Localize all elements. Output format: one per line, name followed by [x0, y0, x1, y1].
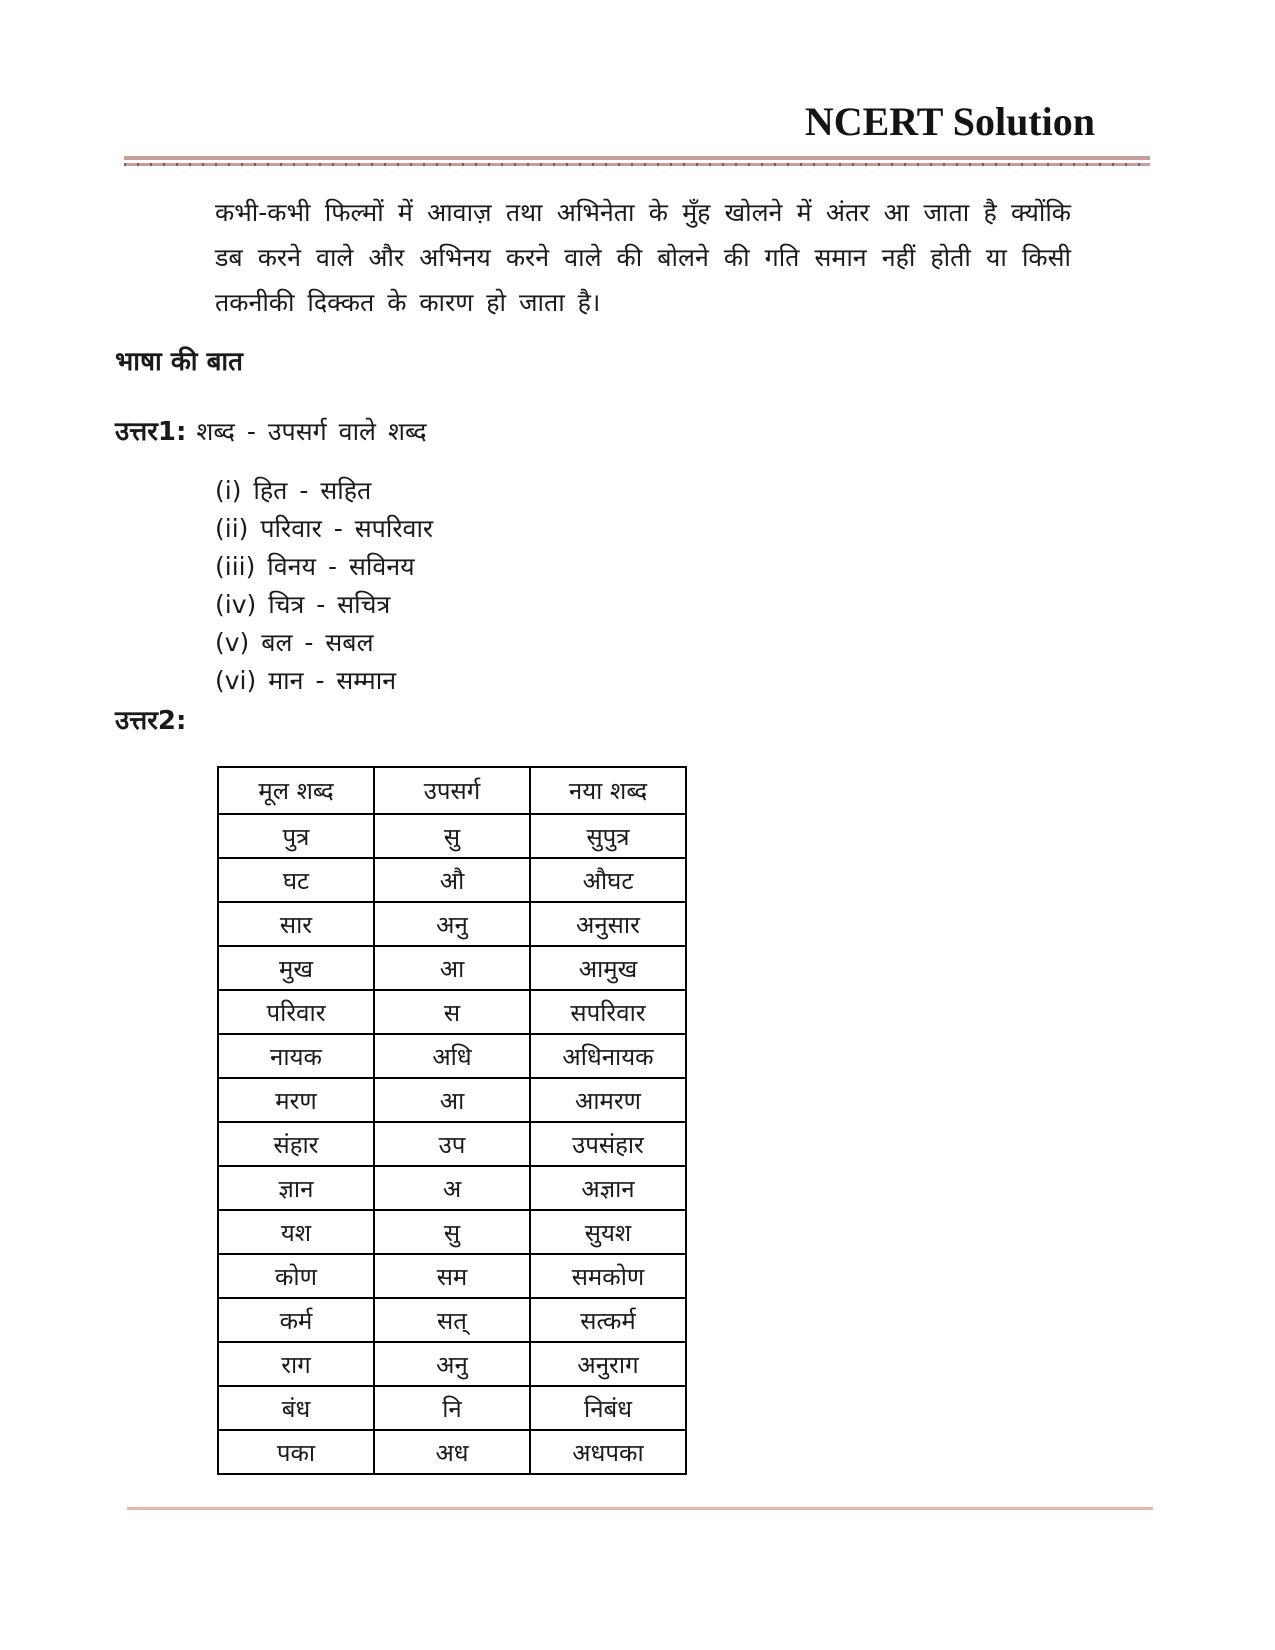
table-cell: घट — [217, 857, 375, 903]
table-cell: स — [373, 989, 531, 1035]
table-header-cell: नया शब्द — [529, 766, 687, 815]
table-cell: अनु — [373, 901, 531, 947]
table-cell: सार — [217, 901, 375, 947]
table-header-row: मूल शब्द उपसर्ग नया शब्द — [217, 766, 687, 815]
table-cell: आमरण — [529, 1077, 687, 1123]
table-row: संहार उप उपसंहार — [217, 1121, 687, 1167]
table-cell: मरण — [217, 1077, 375, 1123]
table-header-cell: उपसर्ग — [373, 766, 531, 815]
table-row: बंध नि निबंध — [217, 1385, 687, 1431]
table-row: नायक अधि अधिनायक — [217, 1033, 687, 1079]
table-cell: अधि — [373, 1033, 531, 1079]
table-cell: नि — [373, 1385, 531, 1431]
table-header-cell: मूल शब्द — [217, 766, 375, 815]
table-cell: उपसंहार — [529, 1121, 687, 1167]
footer-divider — [127, 1507, 1153, 1510]
table-row: कर्म सत् सत्कर्म — [217, 1297, 687, 1343]
table-cell: अनु — [373, 1341, 531, 1387]
answer1-text: शब्द - उपसर्ग वाले शब्द — [196, 417, 427, 446]
table-cell: अनुसार — [529, 901, 687, 947]
table-cell: समकोण — [529, 1253, 687, 1299]
header-divider — [124, 156, 1150, 166]
header-divider-solid-line — [124, 156, 1150, 160]
list-item: (iii) विनय - सविनय — [215, 552, 415, 581]
table-cell: राग — [217, 1341, 375, 1387]
table-row: ज्ञान अ अज्ञान — [217, 1165, 687, 1211]
table-cell: आ — [373, 945, 531, 991]
table-cell: सु — [373, 813, 531, 859]
table-cell: उप — [373, 1121, 531, 1167]
table-cell: अ — [373, 1165, 531, 1211]
table-cell: सम — [373, 1253, 531, 1299]
table-cell: निबंध — [529, 1385, 687, 1431]
table-row: मरण आ आमरण — [217, 1077, 687, 1123]
table-cell: सत् — [373, 1297, 531, 1343]
table-cell: नायक — [217, 1033, 375, 1079]
table-cell: मुख — [217, 945, 375, 991]
list-item: (i) हित - सहित — [215, 476, 372, 505]
table-row: यश सु सुयश — [217, 1209, 687, 1255]
table-row: राग अनु अनुराग — [217, 1341, 687, 1387]
list-item: (vi) मान - सम्मान — [215, 666, 397, 695]
table-cell: अधपका — [529, 1429, 687, 1475]
table-row: परिवार स सपरिवार — [217, 989, 687, 1035]
table-cell: ज्ञान — [217, 1165, 375, 1211]
table-cell: परिवार — [217, 989, 375, 1035]
answer1-label: उत्तर1: — [115, 417, 187, 447]
prefix-table: मूल शब्द उपसर्ग नया शब्द पुत्र सु सुपुत्… — [217, 766, 687, 1475]
table-cell: अज्ञान — [529, 1165, 687, 1211]
table-cell: अधिनायक — [529, 1033, 687, 1079]
table-row: पुत्र सु सुपुत्र — [217, 813, 687, 859]
table-cell: कोण — [217, 1253, 375, 1299]
table-row: पका अध अधपका — [217, 1429, 687, 1475]
table-cell: बंध — [217, 1385, 375, 1431]
table-cell: पुत्र — [217, 813, 375, 859]
table-row: कोण सम समकोण — [217, 1253, 687, 1299]
table-cell: सत्कर्म — [529, 1297, 687, 1343]
answer1-line: उत्तर1: शब्द - उपसर्ग वाले शब्द — [115, 415, 1275, 449]
section-heading: भाषा की बात — [115, 347, 243, 377]
table-row: मुख आ आमुख — [217, 945, 687, 991]
table-cell: कर्म — [217, 1297, 375, 1343]
table-cell: सुपुत्र — [529, 813, 687, 859]
list-item: (ii) परिवार - सपरिवार — [215, 514, 434, 543]
table-cell: यश — [217, 1209, 375, 1255]
table-cell: सपरिवार — [529, 989, 687, 1035]
table-cell: पका — [217, 1429, 375, 1475]
table-cell: सुयश — [529, 1209, 687, 1255]
answer1-list: (i) हित - सहित (ii) परिवार - सपरिवार (ii… — [215, 477, 1275, 695]
answer2-label: उत्तर2: — [115, 706, 187, 736]
page-title: NCERT Solution — [804, 99, 1095, 144]
table-cell: औघट — [529, 857, 687, 903]
list-item: (v) बल - सबल — [215, 628, 374, 657]
table-cell: आमुख — [529, 945, 687, 991]
table-cell: संहार — [217, 1121, 375, 1167]
table-cell: औ — [373, 857, 531, 903]
list-item: (iv) चित्र - सचित्र — [215, 590, 391, 619]
intro-paragraph: कभी-कभी फिल्मों में आवाज़ तथा अभिनेता के… — [215, 198, 1071, 317]
table-cell: अनुराग — [529, 1341, 687, 1387]
table-cell: आ — [373, 1077, 531, 1123]
table-row: सार अनु अनुसार — [217, 901, 687, 947]
table-cell: सु — [373, 1209, 531, 1255]
table-row: घट औ औघट — [217, 857, 687, 903]
answer2-line: उत्तर2: — [115, 705, 1275, 740]
header-divider-dashed-line — [124, 163, 1150, 166]
table-cell: अध — [373, 1429, 531, 1475]
